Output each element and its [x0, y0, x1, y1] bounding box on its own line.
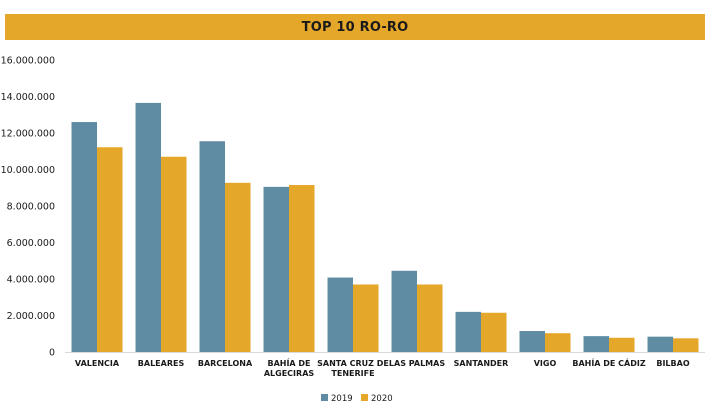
- y-tick-label: 8.000.000: [7, 202, 55, 213]
- y-tick-label: 6.000.000: [7, 238, 55, 249]
- y-tick-label: 12.000.000: [1, 129, 55, 140]
- bar-2020: [417, 284, 443, 352]
- y-tick-label: 10.000.000: [1, 165, 55, 176]
- x-tick-label: LAS PALMAS: [389, 359, 445, 368]
- bar-2019: [647, 336, 673, 352]
- bar-2020: [161, 156, 187, 352]
- bar-2019: [135, 102, 161, 352]
- x-tick-label: SANTA CRUZ DE TENERIFE: [317, 359, 389, 378]
- legend-label-2019: 2019: [331, 394, 353, 404]
- bar-2020: [673, 338, 699, 352]
- legend-swatch-2020: [361, 394, 368, 401]
- x-tick-label: BARCELONA: [198, 359, 253, 368]
- x-tick-label: VIGO: [534, 359, 557, 368]
- bar-2020: [97, 147, 123, 352]
- x-axis: VALENCIA BALEARES BARCELONA BAHÍA DE ALGECIR…: [75, 357, 690, 378]
- x-tick-label: BAHÍA DE ALGECIRAS: [264, 357, 315, 378]
- legend-swatch-2019: [321, 394, 328, 401]
- chart-title-bar: TOP 10 RO-RO: [5, 14, 705, 40]
- bar-2019: [199, 141, 225, 352]
- y-tick-label: 16.000.000: [1, 56, 55, 67]
- x-tick-label: BAHÍA DE CÁDIZ: [572, 357, 646, 368]
- legend-label-2020: 2020: [371, 394, 393, 404]
- bar-2020: [353, 284, 379, 352]
- bars: [71, 102, 699, 352]
- legend: 2019 2020: [321, 394, 393, 404]
- bar-2019: [71, 122, 97, 352]
- bar-2020: [225, 182, 251, 352]
- x-tick-label: BALEARES: [138, 359, 185, 368]
- bar-2019: [583, 336, 609, 352]
- y-tick-label: 4.000.000: [7, 275, 55, 286]
- bar-2020: [481, 312, 507, 352]
- bar-2019: [327, 277, 353, 352]
- bar-2019: [263, 186, 289, 352]
- bar-2019: [391, 270, 417, 352]
- y-tick-label: 0: [49, 348, 55, 359]
- y-tick-label: 14.000.000: [1, 92, 55, 103]
- bar-2019: [519, 331, 545, 352]
- y-axis: 0 2.000.000 4.000.000 6.000.000 8.000.000 10.…: [1, 56, 55, 359]
- y-tick-label: 2.000.000: [7, 311, 55, 322]
- bar-2020: [545, 333, 571, 352]
- bar-2020: [609, 337, 635, 352]
- x-tick-label: VALENCIA: [75, 359, 120, 368]
- chart-title: TOP 10 RO-RO: [301, 19, 409, 35]
- x-tick-label: BILBAO: [656, 359, 689, 368]
- x-tick-label: SANTANDER: [454, 359, 509, 368]
- bar-2020: [289, 185, 315, 352]
- bar-2019: [455, 311, 481, 352]
